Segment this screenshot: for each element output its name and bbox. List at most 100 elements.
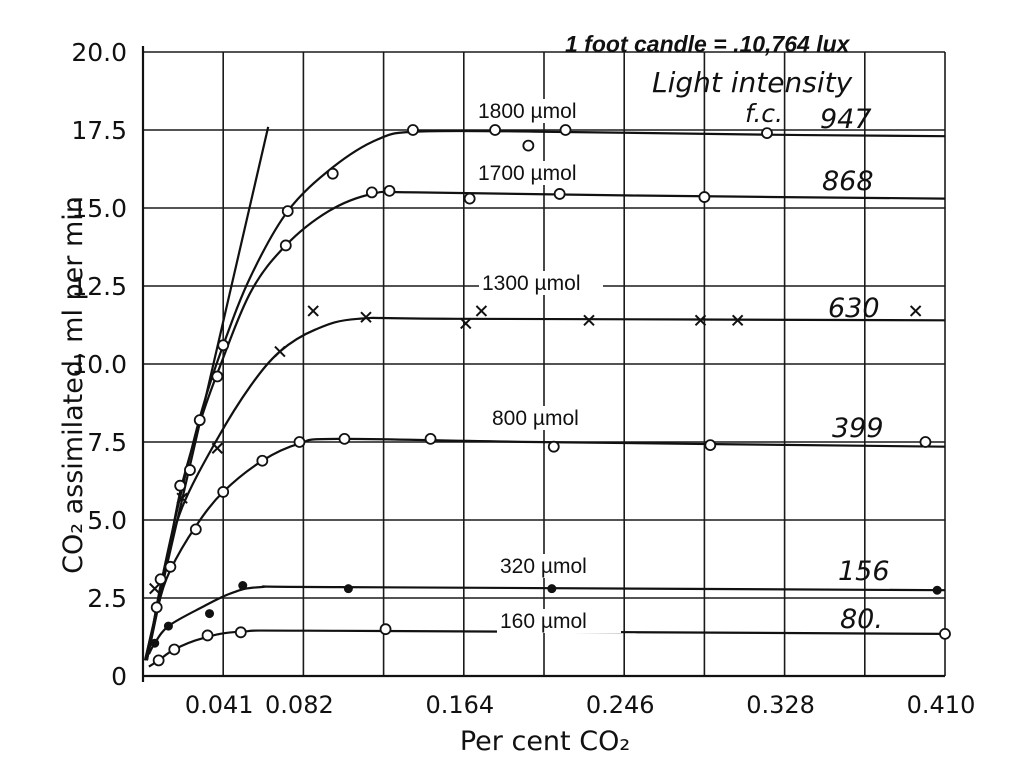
data-point-circle	[939, 627, 951, 640]
data-point-cross	[694, 314, 707, 327]
data-point-circle	[919, 436, 932, 448]
y-axis-label: CO₂ assimilated, ml per min	[58, 196, 89, 574]
y-tick-label: 10.0	[71, 350, 127, 379]
data-point-circle	[201, 629, 214, 642]
data-point-cross	[909, 305, 922, 317]
data-point-circle	[164, 560, 177, 573]
data-point-dot	[163, 621, 173, 631]
data-point-dot	[343, 584, 353, 594]
data-point-cross	[307, 305, 319, 317]
y-tick-label: 5.0	[87, 506, 127, 535]
series-name-label: 1700 µmol	[478, 162, 577, 185]
data-point-circle	[193, 414, 206, 427]
data-point-cross	[149, 582, 161, 595]
data-point-circle	[383, 184, 396, 197]
data-point-circle	[326, 167, 339, 180]
series-intensity-label: 868	[822, 166, 874, 197]
data-point-cross	[360, 311, 372, 323]
x-tick-label: 0.328	[746, 691, 815, 719]
series-intensity-label: 80.	[840, 604, 883, 635]
data-point-dot	[932, 585, 942, 595]
data-point-circle	[559, 124, 572, 136]
data-point-dot	[150, 638, 160, 648]
data-point-circle	[424, 432, 437, 445]
data-point-circle	[553, 188, 566, 200]
data-point-cross	[731, 314, 744, 327]
data-point-circle	[338, 432, 351, 445]
series-label-backdrop	[497, 609, 621, 633]
y-tick-labels: 0 2.5 5.0 7.5 10.0 12.5 15.0 17.5 20.0	[71, 38, 127, 691]
data-point-circle	[234, 626, 247, 639]
x-axis-label: Per cent CO₂	[460, 726, 630, 757]
data-point-cross	[460, 317, 472, 330]
series-labels: 1800 µmol 947 1700 µmol 868 1300 µmol 630 800 …	[475, 99, 890, 635]
data-point-dot	[547, 584, 557, 594]
light-intensity-label: Light intensity	[652, 66, 853, 99]
conversion-note: 1 foot candle = .10,764 lux	[565, 31, 851, 57]
data-point-circle	[168, 643, 181, 656]
series-intensity-label: 156	[838, 556, 890, 587]
data-point-dot	[238, 581, 248, 591]
data-point-circle	[174, 479, 187, 492]
y-tick-label: 20.0	[71, 38, 127, 67]
series-name-label: 1300 µmol	[482, 272, 581, 295]
data-point-circle	[522, 139, 535, 152]
data-point-circle	[489, 124, 501, 136]
data-point-circle	[150, 601, 163, 614]
series-curve	[147, 585, 946, 655]
series-label-backdrop	[489, 406, 613, 430]
series-label-backdrop	[475, 99, 599, 123]
series-name-label: 320 µmol	[500, 555, 587, 578]
data-point-circle	[547, 440, 560, 453]
series-curve	[147, 316, 946, 652]
y-tick-label: 17.5	[71, 116, 127, 145]
data-point-circle	[217, 486, 230, 498]
x-tick-label: 0.164	[425, 691, 494, 719]
data-point-circle	[761, 127, 773, 140]
fc-unit-label: f.c.	[745, 99, 783, 128]
data-point-circle	[152, 654, 165, 667]
series-label-backdrop	[475, 161, 599, 185]
data-point-circle	[256, 454, 269, 467]
series-markers	[149, 124, 951, 667]
data-point-circle	[379, 623, 392, 636]
data-point-circle	[293, 436, 306, 448]
series-curve	[147, 437, 946, 652]
data-point-circle	[365, 186, 378, 199]
data-point-circle	[704, 439, 717, 452]
data-point-cross	[176, 492, 188, 504]
x-tick-label: 0.041	[185, 691, 254, 719]
x-tick-labels: 0.041 0.082 0.164 0.246 0.328 0.410	[185, 691, 976, 719]
y-tick-label: 2.5	[87, 584, 127, 613]
y-tick-label: 12.5	[71, 272, 127, 301]
series-name-label: 160 µmol	[500, 610, 587, 633]
y-tick-label: 0	[111, 662, 127, 691]
x-tick-label: 0.410	[907, 691, 976, 719]
data-point-circle	[154, 573, 167, 586]
data-point-circle	[463, 192, 476, 205]
data-point-circle	[698, 191, 711, 203]
series-label-backdrop	[497, 554, 621, 578]
y-tick-label: 7.5	[87, 428, 127, 457]
data-point-cross	[475, 305, 488, 317]
data-point-circle	[211, 370, 224, 383]
data-point-dot	[205, 609, 215, 619]
data-point-circle	[281, 205, 294, 218]
axes	[141, 46, 945, 682]
data-point-circle	[279, 239, 292, 252]
series-name-label: 800 µmol	[492, 407, 579, 430]
series-intensity-label: 630	[828, 293, 880, 324]
data-point-circle	[217, 339, 230, 352]
series-label-backdrop	[479, 271, 603, 295]
data-point-cross	[211, 442, 224, 454]
series-intensity-label: 947	[820, 104, 872, 135]
series-name-label: 1800 µmol	[478, 100, 577, 123]
x-tick-label: 0.246	[586, 691, 655, 719]
data-point-cross	[583, 314, 595, 327]
y-tick-label: 15.0	[71, 194, 127, 223]
series-intensity-label: 399	[832, 413, 884, 444]
data-point-circle	[407, 124, 419, 136]
data-point-circle	[189, 523, 202, 536]
